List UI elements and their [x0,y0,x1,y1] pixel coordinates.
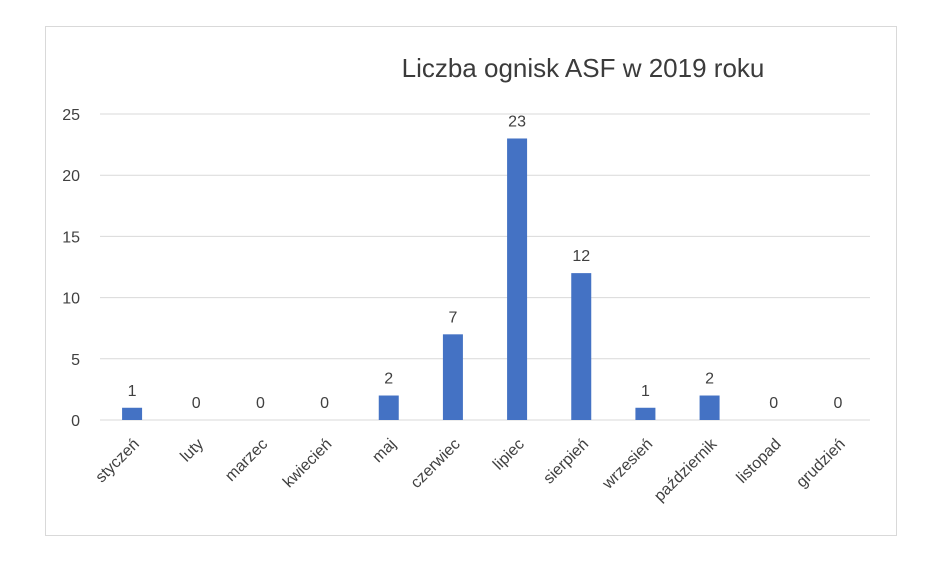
bar [571,273,592,420]
y-tick-label: 20 [62,168,80,185]
y-tick-label: 0 [71,413,80,430]
data-label: 1 [128,383,137,400]
y-tick-label: 10 [62,291,80,308]
data-label: 0 [256,395,265,412]
data-label: 23 [508,113,526,130]
x-tick-label: marzec [222,436,271,485]
x-tick-label: październik [651,435,721,505]
bar [507,138,528,421]
x-tick-label: czerwiec [408,436,464,492]
x-tick-label: luty [177,436,207,466]
y-tick-label: 25 [62,107,80,124]
y-tick-label: 5 [71,352,80,369]
chart-title: Liczba ognisk ASF w 2019 roku [402,53,765,83]
gridlines [100,113,870,421]
x-axis: styczeń luty marzec kwiecień maj czerwiec lipi… [93,435,849,505]
y-tick-label: 15 [62,229,80,246]
data-label: 0 [769,395,778,412]
x-tick-label: sierpień [540,436,592,488]
data-label: 2 [384,371,393,388]
data-label: 1 [641,383,650,400]
bar [635,407,656,420]
data-label: 0 [192,395,201,412]
data-label: 0 [833,395,842,412]
x-tick-label: kwiecień [280,436,335,491]
x-tick-label: maj [369,436,399,466]
data-label: 7 [448,309,457,326]
x-tick-label: listopad [734,436,785,487]
x-tick-label: grudzień [793,436,848,491]
data-label: 0 [320,395,329,412]
data-label: 2 [705,371,714,388]
data-label: 12 [572,248,590,265]
x-tick-label: lipiec [490,436,528,474]
bar [442,334,463,420]
bar [699,395,720,420]
x-tick-label: wrzesień [599,436,656,493]
bar [378,395,399,420]
x-tick-label: styczeń [93,436,143,486]
y-axis: 0 5 10 15 20 25 [62,107,80,430]
chart-frame [45,26,897,536]
bar [122,407,143,420]
